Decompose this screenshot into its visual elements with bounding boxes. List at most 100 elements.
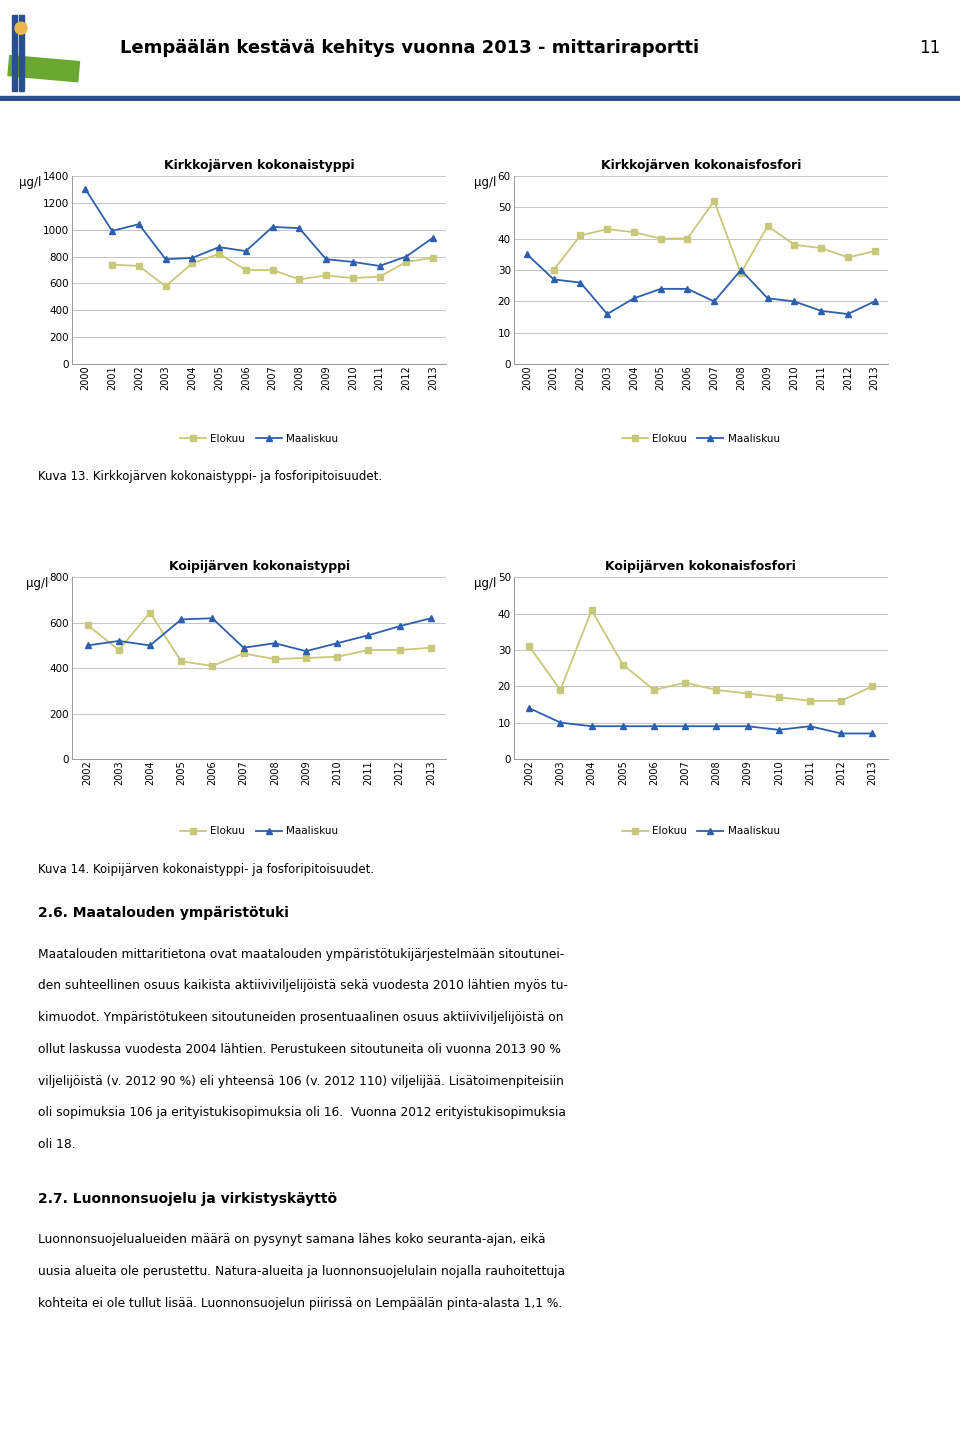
Bar bbox=[0, 95, 960, 101]
Elokuu bbox=[869, 242, 880, 259]
Maaliskuu bbox=[206, 609, 218, 626]
Maaliskuu bbox=[815, 302, 827, 320]
Text: kimuodot. Ympäristötukeen sitoutuneiden prosentuaalinen osuus aktiiviviljelijöis: kimuodot. Ympäristötukeen sitoutuneiden … bbox=[38, 1011, 564, 1024]
Elokuu bbox=[213, 245, 225, 262]
Line: Elokuu: Elokuu bbox=[84, 609, 434, 670]
Bar bbox=[12, 16, 17, 91]
Elokuu bbox=[427, 249, 439, 266]
Elokuu bbox=[331, 648, 343, 665]
Elokuu bbox=[575, 226, 587, 243]
Text: viljelijöistä (v. 2012 90 %) eli yhteensä 106 (v. 2012 110) viljelijää. Lisätoim: viljelijöistä (v. 2012 90 %) eli yhteens… bbox=[38, 1074, 564, 1087]
Maaliskuu bbox=[804, 717, 816, 734]
Y-axis label: µg/l: µg/l bbox=[474, 577, 496, 590]
Maaliskuu bbox=[269, 635, 280, 652]
Maaliskuu bbox=[133, 216, 145, 233]
Elokuu bbox=[348, 269, 359, 287]
Maaliskuu bbox=[80, 180, 91, 197]
Text: Lempäälän kestävä kehitys vuonna 2013 - mittariraportti: Lempäälän kestävä kehitys vuonna 2013 - … bbox=[120, 39, 699, 58]
Elokuu bbox=[773, 688, 784, 706]
Maaliskuu bbox=[238, 639, 250, 657]
Elokuu bbox=[267, 262, 278, 279]
Maaliskuu bbox=[294, 219, 305, 236]
Y-axis label: µg/l: µg/l bbox=[26, 577, 48, 590]
Maaliskuu bbox=[331, 635, 343, 652]
Elokuu bbox=[835, 693, 847, 710]
Maaliskuu bbox=[601, 305, 613, 323]
Elokuu bbox=[294, 271, 305, 288]
Elokuu bbox=[555, 681, 566, 698]
Elokuu bbox=[628, 223, 639, 240]
Elokuu bbox=[186, 255, 198, 272]
Maaliskuu bbox=[586, 717, 597, 734]
Maaliskuu bbox=[575, 274, 587, 291]
Circle shape bbox=[15, 22, 27, 35]
Text: den suhteellinen osuus kaikista aktiiviviljelijöistä sekä vuodesta 2010 lähtien : den suhteellinen osuus kaikista aktiiviv… bbox=[38, 979, 568, 992]
Text: oli sopimuksia 106 ja erityistukisopimuksia oli 16.  Vuonna 2012 erityistukisopi: oli sopimuksia 106 ja erityistukisopimuk… bbox=[38, 1106, 566, 1119]
Line: Maaliskuu: Maaliskuu bbox=[526, 704, 876, 737]
Maaliskuu bbox=[680, 717, 691, 734]
Maaliskuu bbox=[648, 717, 660, 734]
Maaliskuu bbox=[144, 636, 156, 654]
Maaliskuu bbox=[240, 242, 252, 259]
Maaliskuu bbox=[789, 292, 801, 310]
Elokuu bbox=[586, 602, 597, 619]
Text: Maatalouden mittaritietona ovat maatalouden ympäristötukijärjestelmään sitoutune: Maatalouden mittaritietona ovat maatalou… bbox=[38, 948, 564, 960]
Maaliskuu bbox=[267, 219, 278, 236]
Maaliskuu bbox=[555, 714, 566, 732]
Elokuu bbox=[682, 230, 693, 248]
Elokuu bbox=[867, 678, 878, 696]
Text: 2.6. Maatalouden ympäristötuki: 2.6. Maatalouden ympäristötuki bbox=[38, 907, 289, 920]
Maaliskuu bbox=[363, 626, 374, 644]
Title: Kirkkojärven kokonaistyppi: Kirkkojärven kokonaistyppi bbox=[164, 158, 354, 171]
Maaliskuu bbox=[710, 717, 722, 734]
Title: Koipijärven kokonaisfosfori: Koipijärven kokonaisfosfori bbox=[606, 560, 796, 573]
Maaliskuu bbox=[113, 632, 125, 649]
Text: Kuva 14. Koipijärven kokonaistyppi- ja fosforipitoisuudet.: Kuva 14. Koipijärven kokonaistyppi- ja f… bbox=[38, 863, 374, 877]
Bar bbox=[19, 16, 24, 91]
Maaliskuu bbox=[82, 636, 93, 654]
Elokuu bbox=[804, 693, 816, 710]
Elokuu bbox=[240, 262, 252, 279]
Elokuu bbox=[176, 652, 187, 670]
Maaliskuu bbox=[708, 292, 720, 310]
Line: Maaliskuu: Maaliskuu bbox=[84, 615, 434, 655]
Elokuu bbox=[113, 641, 125, 658]
Text: 11: 11 bbox=[919, 39, 940, 58]
Text: ollut laskussa vuodesta 2004 lähtien. Perustukeen sitoutuneita oli vuonna 2013 9: ollut laskussa vuodesta 2004 lähtien. Pe… bbox=[38, 1043, 562, 1056]
Maaliskuu bbox=[213, 239, 225, 256]
Elokuu bbox=[601, 220, 613, 238]
Maaliskuu bbox=[773, 721, 784, 739]
Maaliskuu bbox=[321, 251, 332, 268]
Legend: Elokuu, Maaliskuu: Elokuu, Maaliskuu bbox=[617, 822, 784, 841]
Text: oli 18.: oli 18. bbox=[38, 1138, 76, 1151]
Elokuu bbox=[269, 651, 280, 668]
Maaliskuu bbox=[425, 609, 437, 626]
Elokuu bbox=[394, 641, 405, 658]
Legend: Elokuu, Maaliskuu: Elokuu, Maaliskuu bbox=[617, 431, 784, 448]
Elokuu bbox=[373, 268, 385, 285]
Elokuu bbox=[742, 685, 754, 703]
Maaliskuu bbox=[373, 258, 385, 275]
Maaliskuu bbox=[348, 253, 359, 271]
Elokuu bbox=[321, 266, 332, 284]
Maaliskuu bbox=[742, 717, 754, 734]
Elokuu bbox=[617, 655, 629, 672]
Maaliskuu bbox=[735, 262, 747, 279]
Elokuu bbox=[708, 192, 720, 209]
Maaliskuu bbox=[300, 642, 312, 660]
Elokuu bbox=[523, 638, 535, 655]
Text: 2.7. Luonnonsuojelu ja virkistyskäyttö: 2.7. Luonnonsuojelu ja virkistyskäyttö bbox=[38, 1192, 338, 1207]
Elokuu bbox=[133, 258, 145, 275]
Line: Elokuu: Elokuu bbox=[551, 197, 877, 276]
Elokuu bbox=[762, 217, 774, 235]
Maaliskuu bbox=[617, 717, 629, 734]
Maaliskuu bbox=[186, 249, 198, 266]
Maaliskuu bbox=[176, 611, 187, 628]
Elokuu bbox=[82, 616, 93, 634]
Legend: Elokuu, Maaliskuu: Elokuu, Maaliskuu bbox=[176, 822, 343, 841]
Title: Kirkkojärven kokonaisfosfori: Kirkkojärven kokonaisfosfori bbox=[601, 158, 801, 171]
Text: kohteita ei ole tullut lisää. Luonnonsuojelun piirissä on Lempäälän pinta-alasta: kohteita ei ole tullut lisää. Luonnonsuo… bbox=[38, 1297, 563, 1310]
Maaliskuu bbox=[107, 222, 118, 239]
Text: Kuva 13. Kirkkojärven kokonaistyppi- ja fosforipitoisuudet.: Kuva 13. Kirkkojärven kokonaistyppi- ja … bbox=[38, 469, 382, 484]
Elokuu bbox=[680, 674, 691, 691]
